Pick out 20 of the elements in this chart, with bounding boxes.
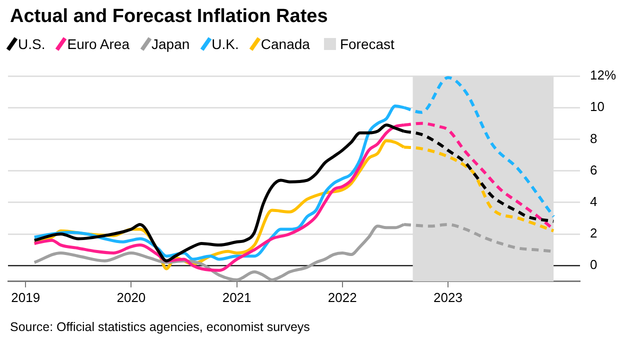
x-tick-label: 2022 bbox=[328, 290, 357, 305]
y-tick-label: 2 bbox=[590, 226, 598, 241]
y-tick-label: 4 bbox=[590, 194, 598, 209]
chart-title: Actual and Forecast Inflation Rates bbox=[10, 6, 328, 28]
legend-label: Japan bbox=[152, 36, 190, 52]
y-tick-label: 10 bbox=[590, 99, 604, 114]
legend-label: Euro Area bbox=[67, 36, 130, 52]
y-tick-label: 12% bbox=[590, 68, 616, 83]
source-note: Source: Official statistics agencies, economist surveys bbox=[10, 320, 310, 334]
y-tick-label: 8 bbox=[590, 130, 598, 146]
x-tick-label: 2020 bbox=[116, 290, 146, 305]
legend-label: Forecast bbox=[340, 36, 394, 52]
x-tick-label: 2021 bbox=[222, 290, 252, 305]
legend-label: Canada bbox=[260, 36, 310, 52]
y-tick-label: 0 bbox=[590, 257, 598, 272]
legend-label: U.K. bbox=[212, 36, 239, 52]
x-tick-label: 2019 bbox=[11, 290, 40, 305]
x-tick-label: 2023 bbox=[434, 290, 462, 305]
legend-label: U.S. bbox=[18, 36, 46, 52]
y-tick-label: 6 bbox=[590, 162, 598, 178]
